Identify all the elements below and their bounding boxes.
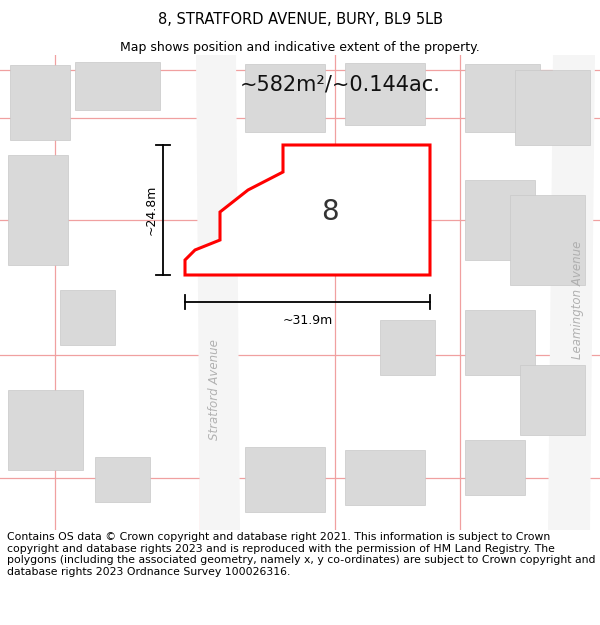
Bar	[465, 180, 535, 260]
Bar	[465, 440, 525, 495]
Text: Map shows position and indicative extent of the property.: Map shows position and indicative extent…	[120, 41, 480, 54]
Bar	[380, 320, 435, 375]
Polygon shape	[185, 145, 430, 275]
Text: Contains OS data © Crown copyright and database right 2021. This information is : Contains OS data © Crown copyright and d…	[7, 532, 596, 577]
Bar	[345, 450, 425, 505]
Polygon shape	[548, 55, 595, 530]
Text: ~582m²/~0.144ac.: ~582m²/~0.144ac.	[239, 75, 440, 95]
Text: Leamington Avenue: Leamington Avenue	[571, 241, 584, 359]
Polygon shape	[196, 55, 240, 530]
Text: 8, STRATFORD AVENUE, BURY, BL9 5LB: 8, STRATFORD AVENUE, BURY, BL9 5LB	[157, 12, 443, 27]
Bar	[8, 155, 68, 265]
Text: 8: 8	[321, 198, 339, 226]
Bar	[75, 62, 160, 110]
Text: ~24.8m: ~24.8m	[145, 185, 158, 235]
Bar	[515, 70, 590, 145]
Bar	[60, 290, 115, 345]
Bar	[245, 64, 325, 132]
Bar	[245, 447, 325, 512]
Text: ~31.9m: ~31.9m	[283, 314, 332, 327]
Bar	[465, 64, 540, 132]
Bar	[95, 457, 150, 502]
Bar	[520, 365, 585, 435]
Bar	[345, 63, 425, 125]
Text: Stratford Avenue: Stratford Avenue	[209, 339, 221, 441]
Bar	[8, 390, 83, 470]
Bar	[465, 310, 535, 375]
Bar	[510, 195, 585, 285]
Bar	[10, 65, 70, 140]
